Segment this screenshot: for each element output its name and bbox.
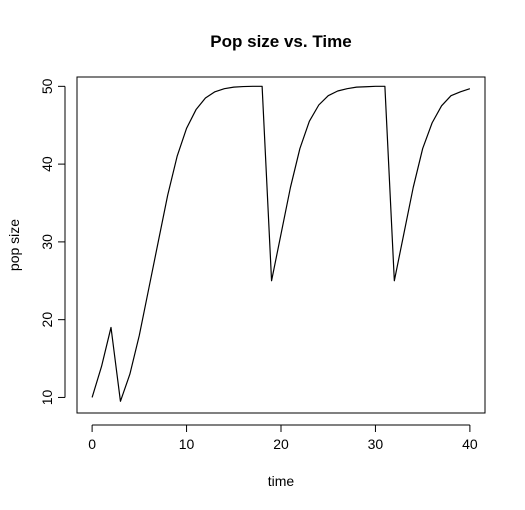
y-tick-label: 30 xyxy=(39,234,55,250)
x-tick-label: 40 xyxy=(462,436,478,452)
x-tick-label: 30 xyxy=(368,436,384,452)
y-tick-label: 50 xyxy=(39,78,55,94)
y-tick-label: 10 xyxy=(39,389,55,405)
x-tick-label: 0 xyxy=(88,436,96,452)
x-axis: 0 10 20 30 40 xyxy=(88,424,478,452)
x-axis-label: time xyxy=(268,473,295,489)
y-tick-label: 40 xyxy=(39,156,55,172)
x-tick-label: 20 xyxy=(273,436,289,452)
x-tick-label: 10 xyxy=(179,436,195,452)
y-tick-label: 20 xyxy=(39,312,55,328)
y-axis: 10 20 30 40 50 xyxy=(39,78,66,405)
y-axis-label: pop size xyxy=(6,219,22,271)
plot-area-border xyxy=(76,76,486,414)
series-line xyxy=(91,85,471,402)
chart-title: Pop size vs. Time xyxy=(210,32,351,51)
